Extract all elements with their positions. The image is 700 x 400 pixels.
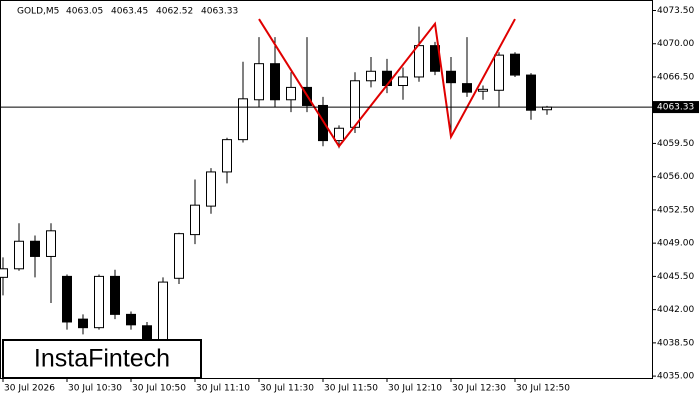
pattern-line	[258, 18, 516, 149]
candle-body	[382, 70, 392, 87]
candle-body	[94, 275, 104, 329]
plot-frame	[0, 0, 653, 379]
y-tick-label: 4049.00	[657, 239, 694, 249]
y-tick-label: 4038.50	[657, 338, 694, 348]
candle-body	[334, 127, 344, 142]
candle-body	[398, 76, 408, 87]
candle-body	[110, 275, 120, 315]
y-tick-label: 4073.50	[657, 6, 694, 16]
x-tick-label: 30 Jul 2026	[4, 384, 55, 394]
y-tick-label: 4070.00	[657, 39, 694, 49]
candle-body	[14, 240, 24, 270]
y-tick-label: 4066.50	[657, 72, 694, 82]
candle-body	[174, 233, 184, 279]
candle-body	[318, 104, 328, 142]
header-value: 4063.45	[111, 7, 148, 17]
candle-body	[78, 318, 88, 329]
candle-body	[222, 139, 232, 173]
x-tick-label: 30 Jul 10:30	[68, 384, 122, 394]
candle-body	[478, 88, 488, 92]
header-value: 4062.52	[156, 7, 193, 17]
y-tick-label: 4035.00	[657, 372, 694, 382]
candle-body	[446, 70, 456, 84]
candle-body	[270, 63, 280, 101]
header-value: 4063.33	[201, 7, 238, 17]
watermark: InstaFintech	[34, 345, 170, 373]
y-tick-label: 4045.50	[657, 272, 694, 282]
candle-body	[190, 204, 200, 236]
candle-body	[0, 268, 8, 278]
candle-body	[254, 63, 264, 101]
x-tick-label: 30 Jul 12:30	[452, 384, 506, 394]
symbol: GOLD,M5	[17, 7, 59, 17]
watermark-box	[2, 339, 202, 379]
candle-body	[414, 45, 424, 78]
y-tick-label: 4052.50	[657, 205, 694, 215]
price-label: 4063.33	[657, 103, 694, 113]
candle-body	[526, 74, 536, 111]
header-value: 4063.05	[66, 7, 103, 17]
y-tick-label: 4059.50	[657, 139, 694, 149]
candle-body	[206, 171, 216, 207]
x-tick-label: 30 Jul 12:50	[516, 384, 570, 394]
candle-body	[238, 98, 248, 141]
candle-body	[142, 325, 152, 341]
x-tick-label: 30 Jul 10:50	[132, 384, 186, 394]
x-tick-label: 30 Jul 11:10	[196, 384, 250, 394]
candle-body	[286, 86, 296, 101]
candle-body	[158, 281, 168, 346]
candle-body	[30, 240, 40, 257]
candle-body	[46, 230, 56, 257]
x-tick-label: 30 Jul 11:30	[260, 384, 314, 394]
candle-body	[494, 54, 504, 91]
x-tick-label: 30 Jul 11:50	[324, 384, 378, 394]
candle-body	[366, 70, 376, 82]
price-label-box	[653, 101, 699, 114]
x-tick-label: 30 Jul 12:10	[388, 384, 442, 394]
y-tick-label: 4056.00	[657, 172, 694, 182]
candle-body	[62, 275, 72, 323]
y-tick-label: 4042.00	[657, 305, 694, 315]
candle-body	[510, 53, 520, 76]
candle-body	[126, 313, 136, 326]
header: GOLD,M5 4063.05 4063.45 4062.52 4063.33	[17, 7, 238, 17]
candle-body	[462, 83, 472, 93]
